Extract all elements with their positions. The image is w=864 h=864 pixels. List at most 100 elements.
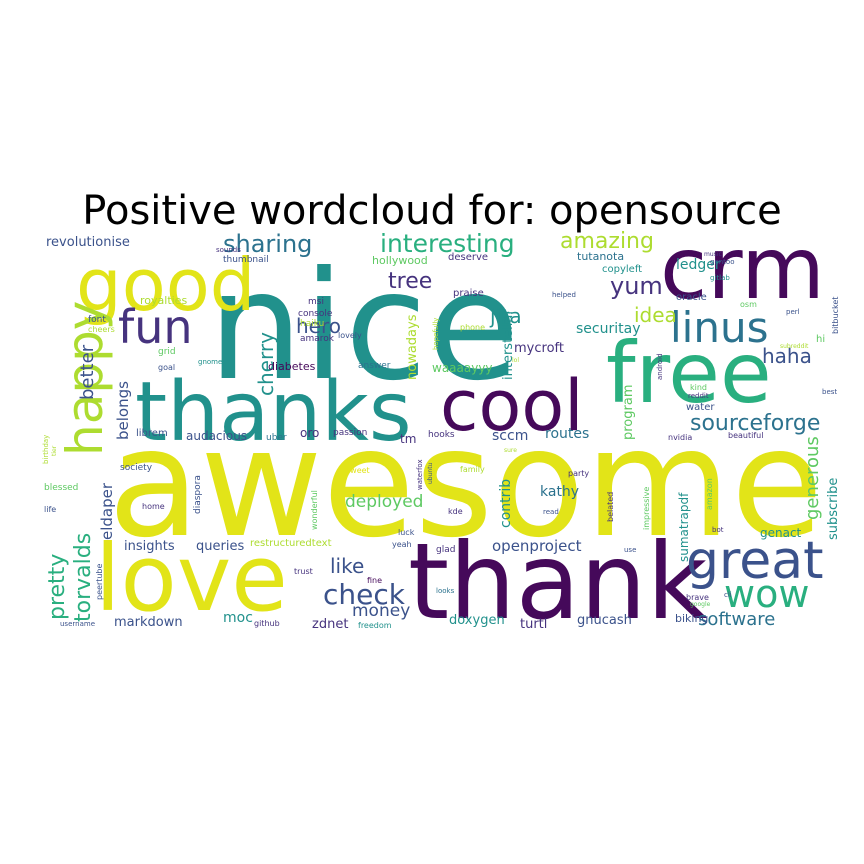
word-bot: bot — [712, 526, 724, 534]
word-linus: linus — [670, 303, 768, 352]
word-sumatrapdf: sumatrapdf — [677, 492, 691, 562]
figure-title: Positive wordcloud for: opensource — [82, 188, 782, 234]
word-software: software — [698, 609, 775, 630]
word-markdown: markdown — [114, 615, 183, 630]
word-gnucash: gnucash — [577, 613, 632, 628]
word-oracle: oracle — [676, 292, 707, 303]
word-passion: passion — [333, 428, 367, 438]
word-answer: answer — [358, 361, 391, 371]
word-peertube: peertube — [95, 564, 104, 600]
word-nice: nice — [208, 240, 520, 414]
word-amarok: amarok — [300, 334, 335, 344]
word-diabetes: diabetes — [268, 360, 316, 373]
word-better: better — [77, 344, 98, 400]
word-check: check — [323, 578, 406, 611]
word-jira: jira — [489, 304, 522, 328]
word-trust: trust — [294, 567, 313, 576]
word-awesome: awesome — [108, 397, 823, 571]
word-society: society — [120, 463, 153, 473]
word-ledger: ledger — [676, 257, 721, 273]
word-thank: thank — [408, 521, 708, 634]
word-birthday: birthday — [42, 435, 50, 464]
word-looks: looks — [436, 587, 455, 595]
word-great: great — [686, 531, 824, 591]
word-cherry: cherry — [254, 332, 278, 396]
word-gitlab: gitlab — [710, 274, 730, 282]
word-love: love — [95, 525, 288, 632]
word-read: read — [543, 508, 559, 516]
wordcloud: awesome nice thank love thanks free cool… — [42, 230, 840, 634]
word-ubuntu: ubuntu — [427, 462, 434, 484]
word-biking: biking — [675, 612, 708, 625]
word-generous: generous — [802, 436, 823, 520]
word-sweet: sweet — [346, 466, 370, 475]
word-wonderful: wonderful — [310, 490, 319, 530]
word-bitbucket: bitbucket — [831, 297, 840, 334]
word-belated: belated — [606, 492, 615, 522]
word-fun: fun — [118, 300, 193, 354]
word-amazing: amazing — [560, 230, 654, 254]
word-waterfox: waterfox — [416, 459, 424, 490]
word-copyleft: copyleft — [602, 264, 642, 275]
word-nvidia: nvidia — [668, 433, 692, 442]
word-queries: queries — [196, 539, 244, 554]
word-doxygen: doxygen — [449, 613, 505, 628]
word-cool: cool — [440, 365, 584, 447]
word-uber: uber — [266, 433, 287, 443]
word-family: family — [460, 465, 485, 474]
word-revolutionise: revolutionise — [46, 235, 130, 250]
word-hollywood: hollywood — [372, 254, 428, 267]
word-sccm: sccm — [492, 428, 528, 444]
word-kathy: kathy — [540, 484, 579, 500]
word-life: life — [44, 505, 56, 514]
word-cli: cli — [724, 591, 732, 599]
word-wow: wow — [724, 572, 809, 616]
word-water: water — [686, 402, 715, 413]
word-perl: perl — [786, 308, 800, 316]
word-hopefully: hopefully — [432, 318, 440, 350]
word-tree: tree — [388, 269, 432, 294]
word-github: github — [254, 619, 280, 628]
word-music: music — [704, 251, 722, 258]
word-good: good — [76, 243, 256, 327]
word-sounds: sounds — [216, 246, 241, 254]
word-beautiful: beautiful — [728, 431, 763, 440]
word-deployed: deployed — [345, 492, 423, 512]
word-openproject: openproject — [492, 537, 582, 555]
word-genact: genact — [760, 526, 802, 540]
word-routes: routes — [545, 426, 589, 442]
word-thumbnail: thumbnail — [223, 255, 269, 265]
word-eldaper: eldaper — [98, 482, 116, 540]
word-waaaayyy: waaaayyy — [432, 361, 493, 375]
word-pretty: pretty — [45, 554, 70, 620]
word-subreddit: subreddit — [780, 343, 809, 350]
word-torvalds: torvalds — [71, 533, 96, 622]
word-phone: phone — [460, 323, 485, 332]
word-android: android — [656, 353, 664, 380]
word-gentoo: gentoo — [710, 258, 735, 266]
word-tutanota: tutanota — [577, 250, 624, 263]
word-yum: yum — [610, 272, 663, 300]
word-luck: luck — [398, 528, 415, 537]
word-free: free — [606, 324, 772, 422]
word-interstellar: interstellar — [501, 309, 516, 380]
word-gnome: gnome — [198, 358, 222, 366]
word-home: home — [142, 502, 165, 511]
word-belongs: belongs — [114, 381, 132, 440]
word-helped: helped — [552, 291, 576, 299]
word-kind: kind — [690, 383, 707, 392]
word-crm: crm — [660, 230, 825, 319]
word-yeah: yeah — [392, 540, 412, 549]
word-font: font — [88, 315, 106, 325]
word-impressive: impressive — [642, 487, 651, 530]
word-praise: praise — [453, 288, 484, 299]
word-securitay: securitay — [576, 321, 640, 337]
word-msi: msi — [308, 297, 324, 307]
word-audacious: audacious — [186, 429, 247, 443]
word-royalties: royalties — [140, 294, 187, 307]
word-tier: tier — [51, 445, 58, 456]
word-moc: moc — [223, 610, 253, 626]
word-lol: lol — [512, 357, 519, 364]
word-oro: oro — [300, 426, 319, 440]
